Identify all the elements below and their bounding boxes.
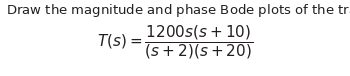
Text: $T(s) = \dfrac{1200s(s + 10)}{(s + 2)(s + 20)}$: $T(s) = \dfrac{1200s(s + 10)}{(s + 2)(s … bbox=[97, 24, 253, 61]
Text: Draw the magnitude and phase Bode plots of the transfer function $T(s)$.: Draw the magnitude and phase Bode plots … bbox=[6, 2, 350, 19]
